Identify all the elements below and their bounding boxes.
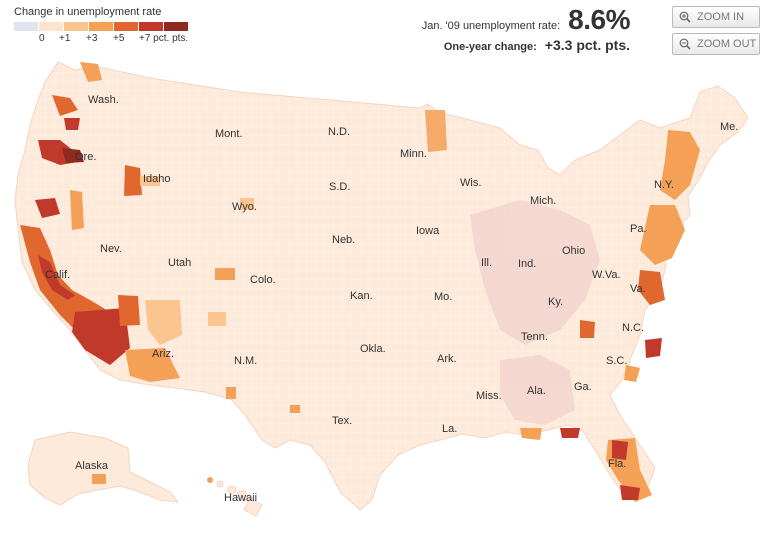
legend-tick: +1 [59,33,71,44]
state-labels: Wash. Ore. Idaho Mont. Wyo. N.D. S.D. Minn. Wis.… [45,94,738,504]
legend-swatch [64,22,88,31]
state-label-sc: S.C. [606,355,627,367]
state-label-nm: N.M. [234,355,257,367]
zoom-out-icon [679,38,691,50]
state-label-wis: Wis. [460,177,481,189]
state-label-ohio: Ohio [562,245,585,257]
state-label-wash: Wash. [88,94,119,106]
legend-swatch [114,22,138,31]
state-label-wyo: Wyo. [232,201,257,213]
state-label-ore: Ore. [75,151,96,163]
east-shading [425,110,600,425]
state-label-miss: Miss. [476,390,502,402]
state-label-utah: Utah [168,257,191,269]
change-value: +3.3 pct. pts. [544,37,630,53]
state-label-sd: S.D. [329,181,350,193]
state-label-tenn: Tenn. [521,331,548,343]
rate-row: Jan. '09 unemployment rate: 8.6% [421,4,631,36]
state-label-colo: Colo. [250,274,276,286]
state-label-mich: Mich. [530,195,556,207]
rate-label: Jan. '09 unemployment rate: [421,20,561,32]
legend-swatches [14,22,189,31]
state-label-idaho: Idaho [143,173,171,185]
state-label-fla: Fla. [608,458,626,470]
zoom-out-button[interactable]: ZOOM OUT [672,33,760,55]
legend-tick: +5 [113,33,125,44]
state-label-ill: Ill. [481,257,492,269]
change-label: One-year change: [443,41,537,53]
state-label-ark: Ark. [437,353,457,365]
alaska-cluster [92,474,106,484]
state-label-ny: N.Y. [654,179,674,191]
rate-value: 8.6% [568,4,630,35]
state-label-neb: Neb. [332,234,355,246]
east-coast-clusters [520,130,700,502]
hawaii-land[interactable] [207,477,263,517]
state-label-pa: Pa. [630,223,647,235]
legend-swatch [164,22,188,31]
state-label-nd: N.D. [328,126,350,138]
legend-tick: +3 [86,33,98,44]
alaska-land[interactable] [27,431,180,506]
zoom-in-label: ZOOM IN [697,11,745,23]
zoom-out-label: ZOOM OUT [697,38,757,50]
state-label-tex: Tex. [332,415,352,427]
state-label-minn: Minn. [400,148,427,160]
state-label-ky: Ky. [548,296,563,308]
state-label-kan: Kan. [350,290,373,302]
scattered-counties [140,176,300,413]
legend-swatch [39,22,63,31]
state-label-la: La. [442,423,457,435]
state-label-nc: N.C. [622,322,644,334]
legend-swatch [14,22,38,31]
legend-swatch [139,22,163,31]
state-label-me: Me. [720,121,738,133]
state-label-va: Va. [630,283,646,295]
zoom-in-icon [679,11,691,23]
legend-tick: 0 [39,33,45,44]
state-label-okla: Okla. [360,343,386,355]
state-label-calif: Calif. [45,269,70,281]
legend-swatch [89,22,113,31]
state-label-ala: Ala. [527,385,546,397]
legend-tick: +7 pct. pts. [139,33,189,44]
state-label-ga: Ga. [574,381,592,393]
zoom-in-button[interactable]: ZOOM IN [672,6,760,28]
state-label-hawaii: Hawaii [224,492,257,504]
state-label-iowa: Iowa [416,225,440,237]
west-coast-clusters [20,62,182,382]
change-row: One-year change: +3.3 pct. pts. [444,37,630,55]
state-label-alaska: Alaska [75,460,109,472]
state-label-nev: Nev. [100,243,122,255]
state-label-wva: W.Va. [592,269,621,281]
county-map[interactable]: Wash. Ore. Idaho Mont. Wyo. N.D. S.D. Minn. Wis.… [0,50,775,539]
state-label-ind: Ind. [518,258,536,270]
state-label-ariz: Ariz. [152,348,174,360]
legend-title: Change in unemployment rate [14,6,162,18]
state-label-mo: Mo. [434,291,452,303]
state-label-mont: Mont. [215,128,243,140]
legend-ticks: 0 +1 +3 +5 +7 pct. pts. [14,33,189,47]
legend: Change in unemployment rate 0 +1 +3 +5 +… [14,6,189,47]
